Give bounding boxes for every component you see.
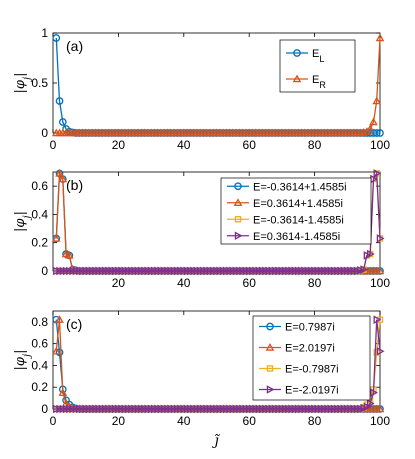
legend-label: E=-0.3614-1.4585i xyxy=(253,214,344,226)
series-4 xyxy=(53,169,385,276)
x-tick-label: 0 xyxy=(50,414,57,428)
legend: E=-0.3614+1.4585i E=0.3614+1.4585i E=-0.36… xyxy=(220,177,372,245)
chart-panel-2: 20 40 60 80 100 0 0.2 0.4 0.6 |φj| (b) E=-0.3614+1.… xyxy=(13,168,390,290)
legend-label: E=2.0197i xyxy=(285,343,335,355)
y-axis-label: |φj| xyxy=(13,73,33,94)
legend-label: E=-2.0197i xyxy=(285,385,339,397)
y-tick-label: 0 xyxy=(41,264,48,278)
legend-label: E=0.7987i xyxy=(285,322,335,334)
legend-box xyxy=(252,315,371,401)
data-point xyxy=(61,249,71,258)
x-tick-label: 20 xyxy=(112,138,126,152)
data-point xyxy=(55,168,64,177)
data-point xyxy=(52,34,61,42)
data-point xyxy=(58,118,67,126)
legend: E=0.7987i E=2.0197i E=-0.7987i E=-2.0197i xyxy=(252,315,371,401)
y-tick-label: 0.6 xyxy=(31,179,48,193)
y-axis-label: |φj| xyxy=(13,350,33,371)
x-tick-label: 40 xyxy=(177,276,191,290)
y-axis-label: |φj| xyxy=(13,211,33,232)
x-tick-label: 60 xyxy=(243,138,257,152)
y-tick-label: 0 xyxy=(41,402,48,416)
data-point xyxy=(55,315,64,323)
y-tick-label: 0.2 xyxy=(31,380,48,394)
legend-marker xyxy=(233,198,243,206)
data-point xyxy=(376,346,385,356)
data-point xyxy=(51,233,61,242)
legend-marker xyxy=(292,74,302,83)
legend-label: E=0.3614+1.4585i xyxy=(253,198,343,210)
legend-marker xyxy=(234,231,243,241)
data-point xyxy=(360,265,369,274)
series-line xyxy=(56,319,381,410)
data-point xyxy=(370,388,378,397)
y-tick-label: 0.6 xyxy=(31,337,48,351)
legend-marker xyxy=(234,216,242,223)
legend-box xyxy=(279,39,356,93)
chart-panel-3: 0 20 40 60 80 100 0 0.2 0.4 0.6 0.8 |φj| (c) E=0.7987… xyxy=(13,310,390,449)
x-tick-label: 20 xyxy=(112,276,126,290)
x-tick-label: 40 xyxy=(177,414,191,428)
data-point xyxy=(58,174,68,183)
legend-marker xyxy=(265,342,275,351)
data-point xyxy=(373,315,382,325)
data-point xyxy=(372,129,381,137)
y-tick-label: 0.5 xyxy=(31,76,48,90)
chart-panel-1: 0 20 40 60 80 100 0 0.5 1 |φj| (a) EL ER xyxy=(13,26,390,152)
data-point xyxy=(372,96,382,105)
data-point xyxy=(366,249,375,259)
data-point xyxy=(55,97,64,105)
x-tick-label: 80 xyxy=(308,276,322,290)
legend-label: E=0.3614-1.4585i xyxy=(253,231,340,243)
x-tick-label: 100 xyxy=(370,414,390,428)
legend-marker xyxy=(234,182,242,191)
y-tick-label: 0.4 xyxy=(31,207,48,221)
y-tick-label: 0 xyxy=(41,126,48,140)
legend-box xyxy=(220,177,372,245)
x-tick-label: 20 xyxy=(112,414,126,428)
legend-marker xyxy=(266,385,275,394)
data-point xyxy=(369,117,378,126)
x-tick-label: 40 xyxy=(177,138,191,152)
data-point xyxy=(365,124,375,133)
data-point xyxy=(373,169,382,178)
panel-label: (b) xyxy=(66,177,83,193)
series-2 xyxy=(51,33,385,137)
x-tick-label: 80 xyxy=(308,414,322,428)
y-tick-label: 1 xyxy=(41,26,48,40)
data-point xyxy=(376,129,384,137)
data-point xyxy=(375,404,385,413)
x-axis-label: j̃ xyxy=(211,433,220,449)
panel-label: (a) xyxy=(66,38,83,54)
legend: EL ER xyxy=(279,39,356,93)
x-tick-label: 100 xyxy=(370,138,390,152)
data-point xyxy=(376,234,385,243)
series-4 xyxy=(53,315,385,414)
data-point xyxy=(366,399,375,408)
legend-label: ER xyxy=(312,74,326,90)
legend-label: E=-0.7987i xyxy=(285,364,339,376)
x-tick-label: 0 xyxy=(50,138,57,152)
x-tick-label: 60 xyxy=(243,276,257,290)
y-tick-label: 0.8 xyxy=(31,315,48,329)
legend-marker xyxy=(293,49,301,57)
legend-marker xyxy=(266,365,274,372)
data-point xyxy=(375,33,385,42)
data-point xyxy=(58,388,68,396)
y-tick-label: 0.2 xyxy=(31,236,48,250)
series-line xyxy=(56,171,381,272)
legend-label: E=-0.3614+1.4585i xyxy=(253,181,347,193)
x-tick-label: 80 xyxy=(308,138,322,152)
y-tick-label: 0.4 xyxy=(31,358,48,372)
data-point xyxy=(65,250,74,259)
data-point xyxy=(375,266,385,275)
data-point xyxy=(51,346,61,355)
panel-label: (c) xyxy=(66,316,82,332)
legend-marker xyxy=(266,322,274,331)
legend-label: EL xyxy=(312,48,324,64)
x-tick-label: 60 xyxy=(243,414,257,428)
data-point xyxy=(55,348,64,357)
x-tick-label: 100 xyxy=(370,276,390,290)
